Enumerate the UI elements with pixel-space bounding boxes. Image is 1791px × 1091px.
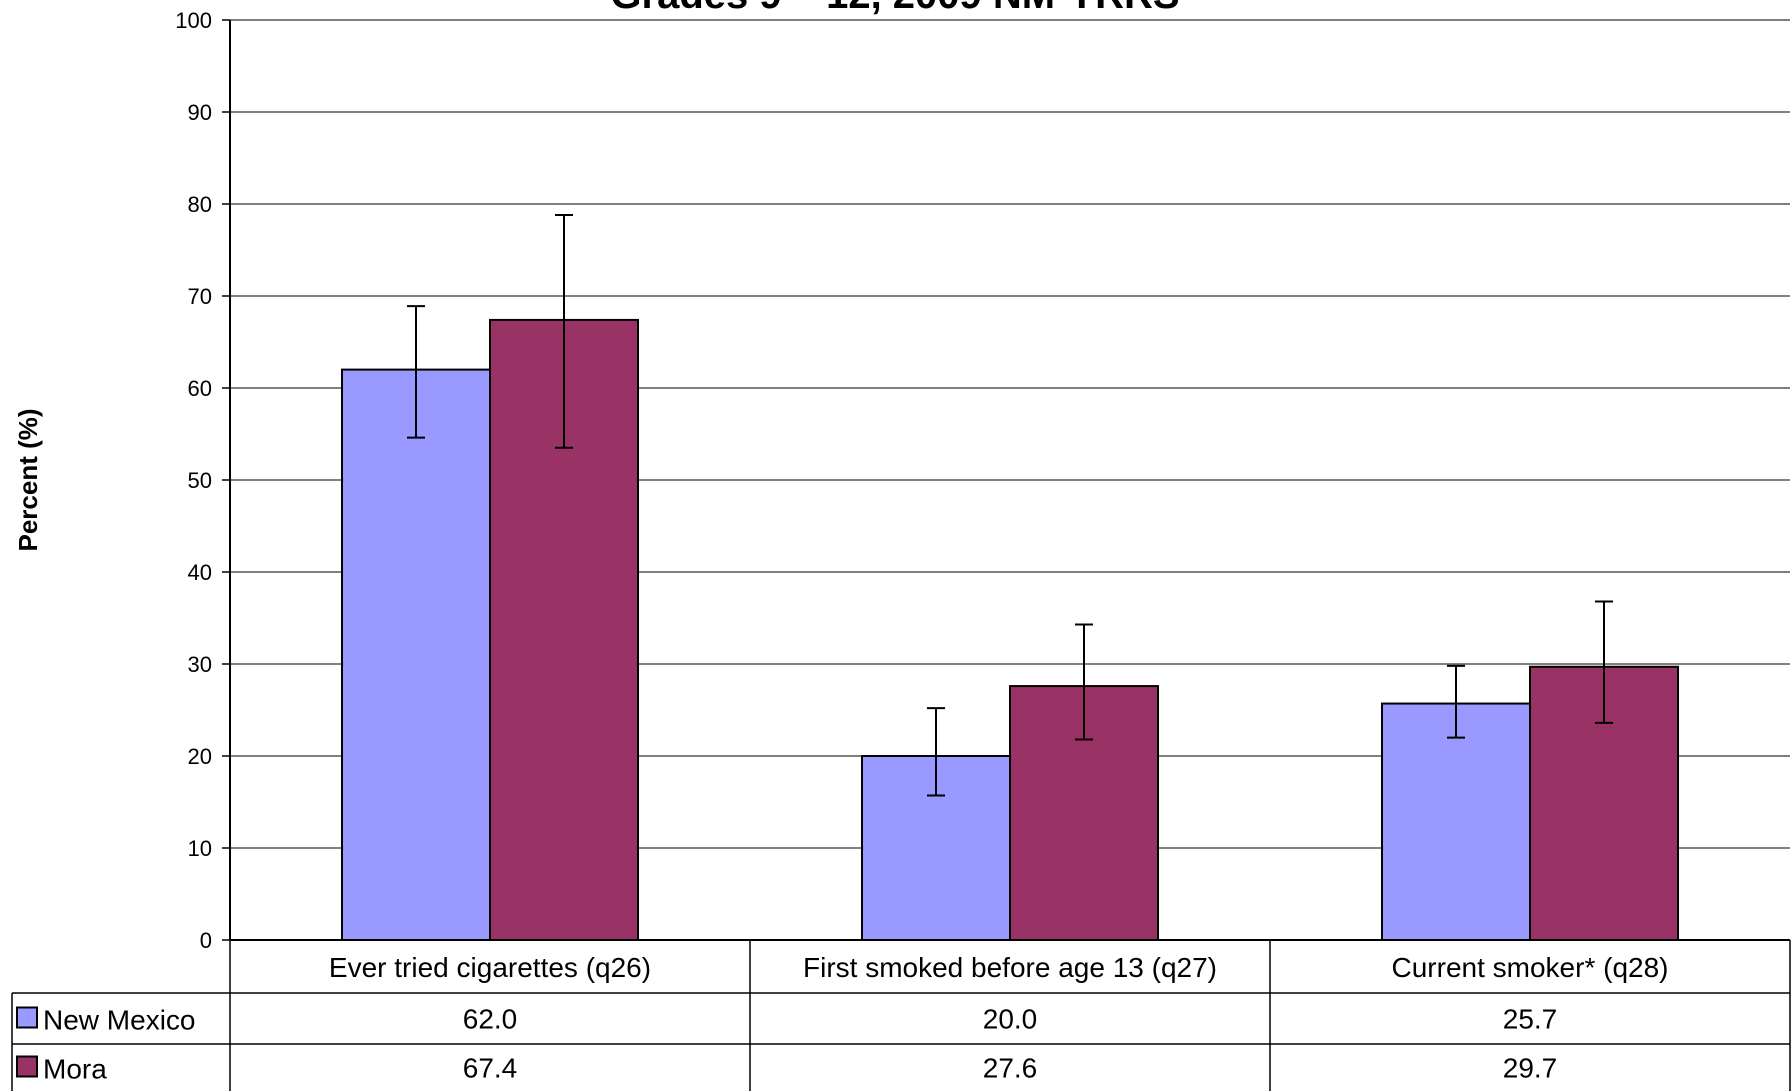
legend-swatch <box>16 1055 38 1078</box>
y-tick-label: 80 <box>188 192 212 217</box>
y-tick-label: 0 <box>200 928 212 953</box>
legend-label: Mora <box>43 1054 107 1085</box>
data-value: 27.6 <box>983 1053 1038 1084</box>
y-axis-label: Percent (%) <box>13 408 43 551</box>
data-value: 25.7 <box>1503 1004 1558 1035</box>
chart-title: Grades 9 – 12, 2009 NM-YRRS <box>610 0 1179 17</box>
y-tick-label: 60 <box>188 376 212 401</box>
data-value: 20.0 <box>983 1004 1038 1035</box>
data-value: 62.0 <box>463 1004 518 1035</box>
category-label: Ever tried cigarettes (q26) <box>329 952 651 983</box>
y-tick-label: 40 <box>188 560 212 585</box>
bar <box>1381 702 1531 941</box>
axes <box>229 20 1790 941</box>
data-table: Ever tried cigarettes (q26) First smoked … <box>11 940 1791 1091</box>
y-tick-label: 30 <box>188 652 212 677</box>
category-label: Current smoker* (q28) <box>1392 952 1669 983</box>
data-value: 29.7 <box>1503 1053 1558 1084</box>
y-tick-label: 90 <box>188 100 212 125</box>
legend-label: New Mexico <box>43 1005 195 1036</box>
y-tick-label: 50 <box>188 468 212 493</box>
y-tick-label: 10 <box>188 836 212 861</box>
legend-swatch <box>16 1006 38 1029</box>
category-label: First smoked before age 13 (q27) <box>803 952 1217 983</box>
error-bars <box>407 214 1613 797</box>
y-tick-label: 100 <box>175 8 212 33</box>
data-value: 67.4 <box>463 1053 518 1084</box>
bar <box>341 368 491 942</box>
bar <box>489 318 639 942</box>
y-tick-label: 70 <box>188 284 212 309</box>
y-axis-ticks: 0 10 20 30 40 50 60 70 80 90 100 <box>175 8 230 953</box>
bars <box>341 318 1679 942</box>
y-tick-label: 20 <box>188 744 212 769</box>
